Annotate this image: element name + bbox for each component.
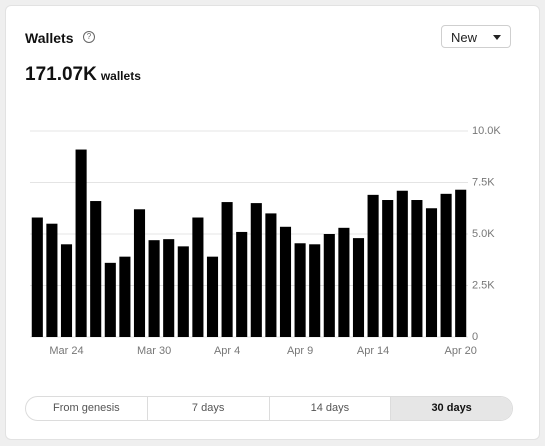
bar (367, 194, 379, 337)
bar (294, 243, 306, 337)
x-tick-label: Mar 24 (49, 345, 83, 357)
help-icon[interactable]: ? (83, 31, 95, 43)
y-tick-label: 0 (472, 331, 478, 343)
total-value: 171.07K (25, 64, 97, 85)
x-tick-label: Apr 4 (214, 345, 240, 357)
bar (60, 244, 73, 337)
bar (221, 202, 233, 337)
bar (119, 256, 131, 337)
bar (338, 227, 350, 337)
bar (133, 209, 146, 337)
range-tab[interactable]: 30 days (391, 397, 512, 420)
range-tab[interactable]: 14 days (270, 397, 392, 420)
bar (206, 256, 219, 337)
tabs: From genesis 7 days 14 days 30 days (25, 396, 513, 421)
bar (148, 240, 160, 337)
x-tick-label: Apr 9 (287, 345, 313, 357)
bar (411, 200, 423, 337)
bar (352, 238, 365, 337)
bar (90, 201, 102, 337)
bar (75, 149, 87, 337)
y-tick-label: 10.0K (472, 125, 501, 137)
bar (104, 262, 116, 337)
bar (250, 203, 262, 337)
bar (382, 200, 394, 337)
bar (236, 231, 248, 337)
bar (192, 217, 204, 337)
x-tick-label: Apr 20 (444, 345, 476, 357)
bar (455, 189, 467, 337)
bar (396, 190, 408, 337)
bar (177, 246, 189, 337)
range-tab[interactable]: 7 days (148, 397, 270, 420)
bar (309, 244, 321, 337)
total-unit: wallets (100, 69, 141, 83)
bar (163, 239, 175, 337)
caret (493, 35, 501, 40)
bar (323, 234, 335, 337)
x-tick-label: Mar 30 (137, 345, 171, 357)
x-tick-label: Apr 14 (357, 345, 389, 357)
total: 171.07K wallets (25, 64, 141, 86)
range-tab[interactable]: From genesis (26, 397, 148, 420)
bar (279, 226, 292, 337)
bar (46, 223, 58, 337)
bar (440, 193, 452, 337)
bar (425, 208, 438, 337)
y-tick-label: 7.5K (472, 176, 495, 188)
bar (265, 213, 277, 337)
dropdown[interactable]: New (441, 25, 511, 48)
card-title: Wallets (25, 30, 74, 46)
y-tick-label: 2.5K (472, 279, 495, 291)
dropdown-label: New (451, 30, 478, 45)
bar (31, 217, 43, 337)
y-tick-label: 5.0K (472, 228, 495, 240)
